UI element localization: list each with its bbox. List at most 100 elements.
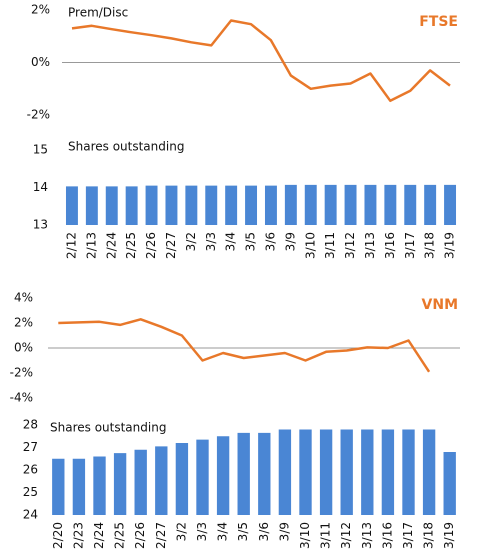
bar: [93, 456, 106, 515]
bar: [404, 184, 417, 225]
x-tick-label: 3/4: [224, 232, 238, 251]
x-tick-label: 3/2: [184, 232, 198, 251]
bar: [284, 184, 297, 225]
x-tick-label: 3/12: [343, 232, 357, 259]
bar: [237, 432, 250, 515]
line: [58, 318, 431, 373]
x-tick-label: 3/4: [216, 522, 230, 541]
x-tick-label: 2/23: [71, 522, 85, 549]
bar: [72, 458, 86, 515]
x-tick-label: 2/27: [164, 232, 178, 259]
y-tick-label: 2%: [14, 316, 33, 330]
y-tick-label: 27: [23, 440, 38, 454]
x-tick-label: 3/11: [319, 522, 333, 549]
bar: [424, 184, 437, 225]
bar: [196, 439, 209, 515]
bar: [258, 432, 271, 515]
y-tick-label: 15: [33, 143, 48, 157]
line: [71, 19, 451, 103]
x-tick-label: 2/12: [64, 232, 78, 259]
y-axis-label: Prem/Disc: [68, 6, 128, 20]
x-tick-label: 3/16: [380, 522, 394, 549]
x-tick-label: 3/10: [298, 522, 312, 549]
bar: [444, 184, 457, 225]
chart-title: VNM: [422, 297, 458, 313]
x-tick-label: 3/13: [360, 522, 374, 549]
x-tick-label: 2/26: [133, 522, 147, 549]
bar: [443, 452, 456, 515]
y-tick-label: 28: [23, 418, 38, 432]
bar: [105, 186, 118, 225]
x-tick-label: 3/19: [443, 232, 457, 259]
bar: [319, 429, 333, 515]
x-tick-label: 3/10: [303, 232, 317, 259]
bar: [65, 186, 78, 225]
y-tick-label: 13: [33, 218, 48, 232]
bar: [264, 185, 277, 225]
y-tick-label: 0%: [14, 341, 33, 355]
chart-title: FTSE: [419, 14, 458, 30]
x-tick-label: 3/3: [204, 232, 218, 251]
x-tick-label: 2/25: [113, 522, 127, 549]
bar: [245, 185, 258, 225]
bar: [402, 429, 415, 515]
chart-title: Shares outstanding: [68, 140, 184, 154]
x-tick-label: 3/2: [174, 522, 188, 541]
x-tick-label: 3/12: [339, 522, 353, 549]
x-tick-label: 2/27: [154, 522, 168, 549]
bar: [113, 453, 127, 515]
y-tick-label: 4%: [14, 291, 33, 305]
bar: [216, 436, 230, 515]
x-tick-label: 2/20: [51, 522, 65, 549]
y-tick-label: -2%: [10, 366, 33, 380]
x-tick-label: 3/9: [283, 232, 297, 251]
x-tick-label: 3/13: [363, 232, 377, 259]
x-tick-label: 3/18: [423, 232, 437, 259]
x-tick-label: 2/24: [92, 522, 106, 549]
x-tick-label: 3/11: [323, 232, 337, 259]
y-tick-label: 2%: [31, 3, 50, 17]
x-tick-label: 2/25: [124, 232, 138, 259]
x-tick-label: 3/17: [403, 232, 417, 259]
bar: [381, 429, 395, 515]
y-tick-label: 25: [23, 485, 38, 499]
bar: [324, 184, 337, 225]
x-tick-label: 2/26: [144, 232, 158, 259]
y-tick-label: 0%: [31, 55, 50, 69]
x-tick-label: 3/3: [195, 522, 209, 541]
x-tick-label: 3/17: [401, 522, 415, 549]
x-tick-label: 3/19: [442, 522, 456, 549]
bar: [225, 185, 238, 225]
bar: [52, 458, 65, 515]
bar: [155, 446, 168, 515]
y-tick-label: 14: [33, 180, 48, 194]
y-tick-label: -4%: [10, 391, 33, 405]
bar: [185, 185, 198, 225]
bar: [125, 186, 138, 225]
bar: [85, 186, 98, 225]
x-tick-label: 3/18: [422, 522, 436, 549]
bar: [205, 185, 218, 225]
bar: [304, 184, 317, 225]
x-tick-label: 3/5: [244, 232, 258, 251]
x-tick-label: 3/6: [257, 522, 271, 541]
bar: [340, 429, 353, 515]
bar: [299, 429, 312, 515]
x-tick-label: 3/5: [236, 522, 250, 541]
y-tick-label: -2%: [27, 108, 50, 122]
bar: [384, 184, 397, 225]
x-tick-label: 2/13: [84, 232, 98, 259]
bar: [344, 184, 357, 225]
y-tick-label: 26: [23, 463, 38, 477]
chart-title: Shares outstanding: [50, 421, 166, 435]
x-tick-label: 3/16: [383, 232, 397, 259]
x-tick-label: 3/9: [277, 522, 291, 541]
bar: [134, 449, 147, 515]
bar: [278, 429, 292, 515]
x-tick-label: 3/6: [263, 232, 277, 251]
bar: [145, 185, 158, 225]
y-tick-label: 24: [23, 508, 38, 522]
bar: [422, 429, 436, 515]
x-tick-label: 2/24: [104, 232, 118, 259]
